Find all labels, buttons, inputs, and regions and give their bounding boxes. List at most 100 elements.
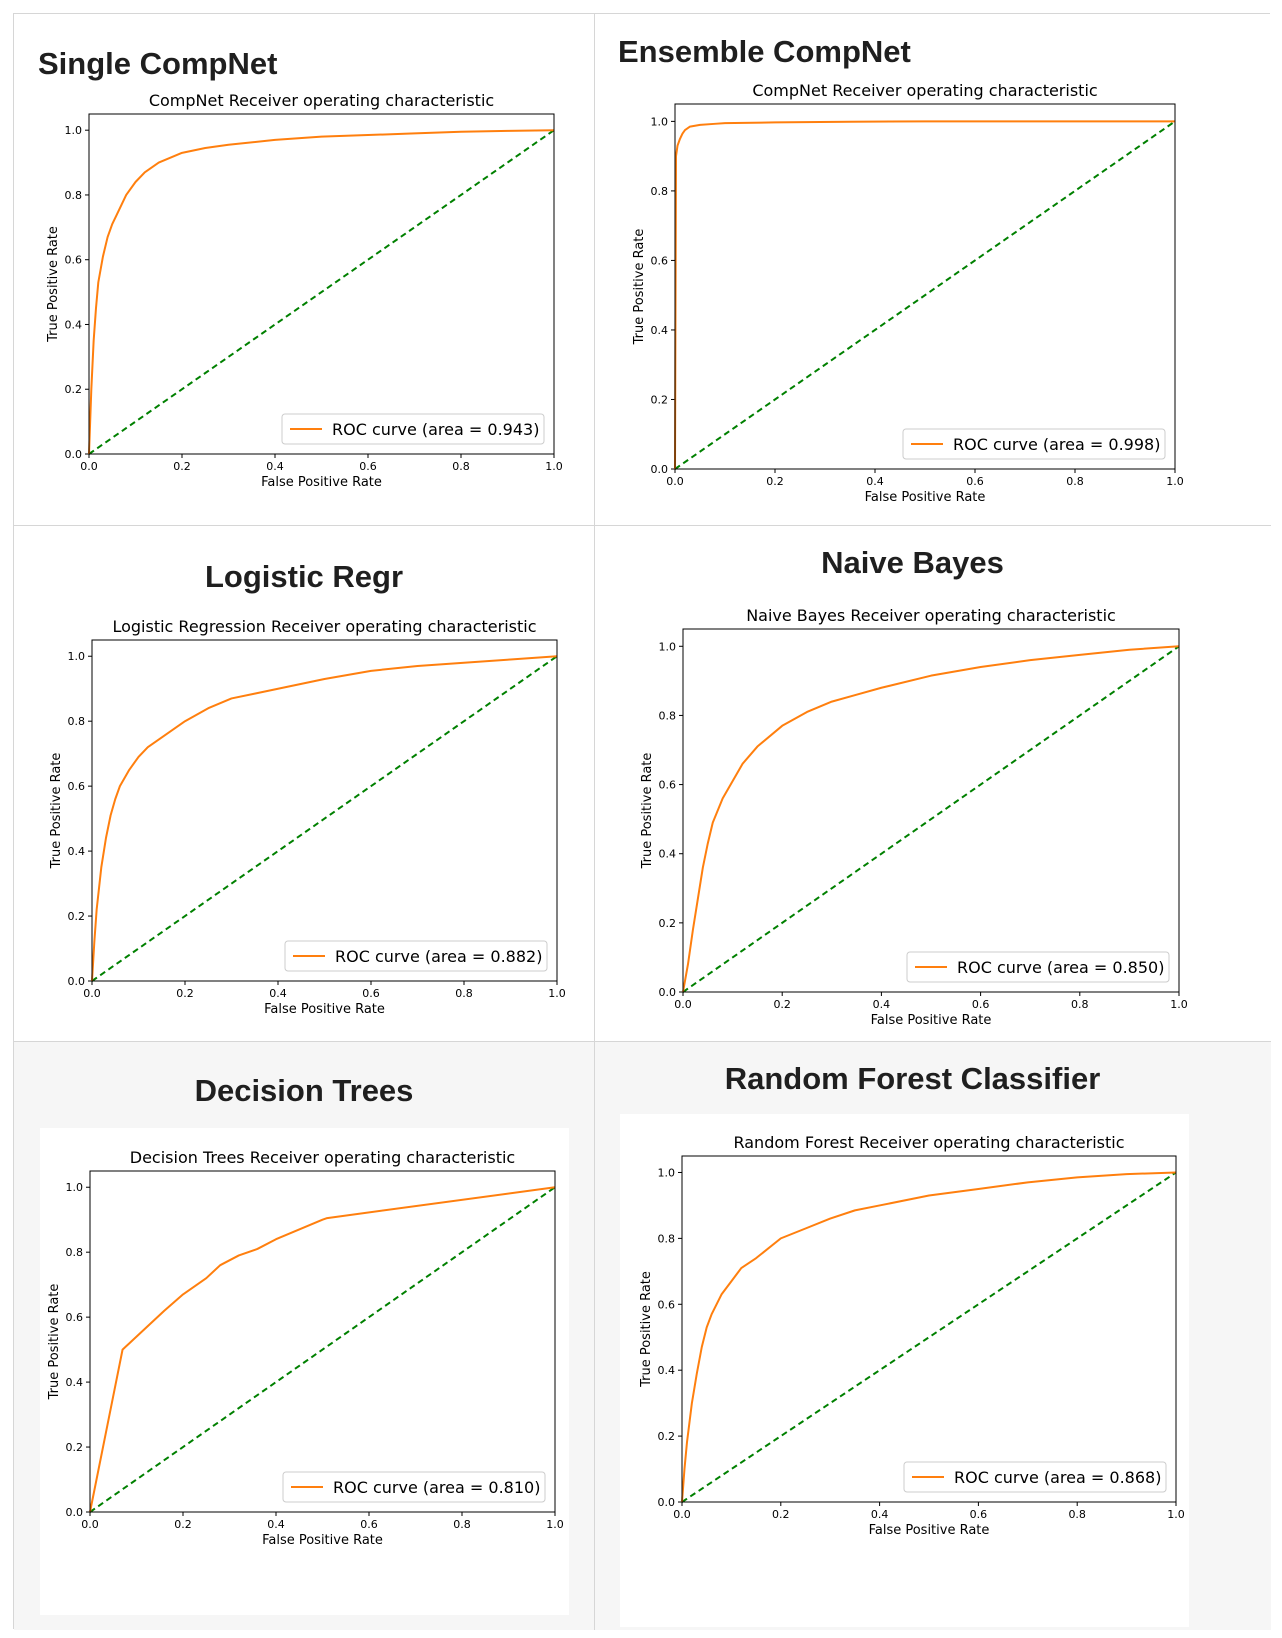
x-tick-label: 0.2 <box>174 1518 192 1531</box>
x-tick-label: 0.8 <box>1071 998 1089 1011</box>
legend-box <box>284 940 548 972</box>
row-divider <box>14 525 1271 526</box>
x-tick-label: 0.6 <box>972 998 990 1011</box>
y-tick-label: 0.0 <box>651 463 669 476</box>
y-tick-label: 0.6 <box>659 779 677 792</box>
y-tick-label: 0.8 <box>65 189 83 202</box>
x-tick-label: 0.2 <box>773 998 791 1011</box>
roc-curve-line <box>89 1186 556 1513</box>
x-tick-label: 0.6 <box>970 1508 988 1521</box>
y-tick-label: 1.0 <box>65 124 83 137</box>
x-tick-label: 1.0 <box>1166 475 1184 488</box>
y-tick-label: 0.8 <box>68 715 86 728</box>
panel-heading: Naive Bayes <box>821 545 1004 580</box>
x-tick-label: 0.6 <box>362 987 380 1000</box>
x-tick-label: 0.6 <box>966 475 984 488</box>
x-tick-label: 0.8 <box>452 460 470 473</box>
y-tick-label: 0.4 <box>65 318 83 331</box>
y-tick-label: 0.0 <box>658 1496 676 1509</box>
x-axis-label: False Positive Rate <box>262 1533 383 1548</box>
y-tick-label: 0.4 <box>659 848 677 861</box>
y-tick-label: 0.0 <box>66 1506 84 1519</box>
x-tick-label: 0.2 <box>176 987 194 1000</box>
legend-label: ROC curve (area = 0.850) <box>957 958 1164 977</box>
y-tick-label: 0.0 <box>65 448 83 461</box>
y-axis-label: True Positive Rate <box>49 753 64 870</box>
y-tick-label: 0.4 <box>68 845 86 858</box>
roc-curve-line <box>681 1171 1177 1503</box>
chance-diagonal-line <box>89 1186 556 1513</box>
chance-diagonal-line <box>91 655 558 982</box>
x-tick-label: 0.2 <box>766 475 784 488</box>
x-tick-label: 1.0 <box>1167 1508 1185 1521</box>
roc-curve-line <box>674 120 1175 470</box>
y-axis-label: True Positive Rate <box>46 226 61 343</box>
panel-grid: Single CompNet CompNet Receiver operatin… <box>13 13 1271 1630</box>
x-tick-label: 0.6 <box>360 1518 378 1531</box>
legend-box <box>906 951 1170 983</box>
chance-diagonal-line <box>681 1171 1177 1503</box>
panel-heading: Random Forest Classifier <box>724 1061 1101 1096</box>
plot-frame <box>91 639 558 982</box>
roc-chart-random-forest: Random Forest Receiver operating charact… <box>620 1114 1189 1627</box>
y-tick-label: 0.2 <box>66 1441 84 1454</box>
row-divider <box>14 1041 1271 1042</box>
y-axis-label: True Positive Rate <box>47 1284 62 1401</box>
y-tick-label: 0.8 <box>659 709 677 722</box>
panel-random-forest: Random Forest Classifier Random Forest R… <box>594 1041 1271 1630</box>
x-tick-label: 1.0 <box>1170 998 1188 1011</box>
x-axis-label: False Positive Rate <box>871 1013 992 1028</box>
x-tick-label: 1.0 <box>545 460 563 473</box>
y-tick-label: 0.8 <box>651 185 669 198</box>
x-tick-label: 0.0 <box>674 998 692 1011</box>
x-tick-label: 0.0 <box>673 1508 691 1521</box>
panel-single-compnet: Single CompNet CompNet Receiver operatin… <box>14 14 594 525</box>
plot-frame <box>682 628 1180 993</box>
chart-title: Decision Trees Receiver operating charac… <box>130 1148 515 1167</box>
x-axis-label: False Positive Rate <box>869 1523 990 1538</box>
x-axis-label: False Positive Rate <box>261 475 382 490</box>
y-axis-label: True Positive Rate <box>632 229 647 346</box>
roc-chart-ensemble-compnet: CompNet Receiver operating characteristi… <box>632 81 1184 505</box>
x-tick-label: 0.4 <box>267 1518 285 1531</box>
plot-frame <box>681 1155 1177 1503</box>
roc-chart-decision-trees: Decision Trees Receiver operating charac… <box>40 1128 569 1615</box>
x-tick-label: 0.0 <box>80 460 98 473</box>
x-tick-label: 0.4 <box>269 987 287 1000</box>
legend-box <box>902 428 1166 460</box>
x-tick-label: 0.0 <box>666 475 684 488</box>
y-tick-label: 1.0 <box>659 640 677 653</box>
y-tick-label: 0.6 <box>66 1311 84 1324</box>
legend-label: ROC curve (area = 0.868) <box>954 1468 1161 1487</box>
y-tick-label: 0.8 <box>66 1246 84 1259</box>
x-tick-label: 0.4 <box>866 475 884 488</box>
roc-curve-line <box>91 655 558 982</box>
roc-curve-line <box>682 645 1180 993</box>
column-divider <box>594 14 595 1630</box>
legend-box <box>903 1461 1167 1493</box>
x-tick-label: 0.0 <box>81 1518 99 1531</box>
legend-box <box>282 1471 546 1503</box>
y-tick-label: 0.4 <box>658 1364 676 1377</box>
x-tick-label: 0.2 <box>173 460 191 473</box>
roc-chart-single-compnet: CompNet Receiver operating characteristi… <box>46 91 563 490</box>
x-tick-label: 0.6 <box>359 460 377 473</box>
y-tick-label: 0.6 <box>658 1298 676 1311</box>
y-tick-label: 0.8 <box>658 1232 676 1245</box>
figure-background <box>40 1128 569 1615</box>
y-tick-label: 1.0 <box>651 115 669 128</box>
x-tick-label: 0.4 <box>871 1508 889 1521</box>
chart-title: CompNet Receiver operating characteristi… <box>149 91 494 110</box>
legend-label: ROC curve (area = 0.810) <box>333 1478 540 1497</box>
legend-label: ROC curve (area = 0.998) <box>953 435 1160 454</box>
chart-title: Naive Bayes Receiver operating character… <box>746 606 1116 625</box>
x-tick-label: 0.8 <box>1068 1508 1086 1521</box>
panel-heading: Logistic Regr <box>204 559 404 594</box>
y-tick-label: 0.6 <box>68 780 86 793</box>
y-tick-label: 0.2 <box>65 383 83 396</box>
y-axis-label: True Positive Rate <box>640 753 655 870</box>
y-tick-label: 0.0 <box>68 975 86 988</box>
x-tick-label: 0.0 <box>83 987 101 1000</box>
y-tick-label: 0.6 <box>65 254 83 267</box>
chance-diagonal-line <box>682 645 1180 993</box>
